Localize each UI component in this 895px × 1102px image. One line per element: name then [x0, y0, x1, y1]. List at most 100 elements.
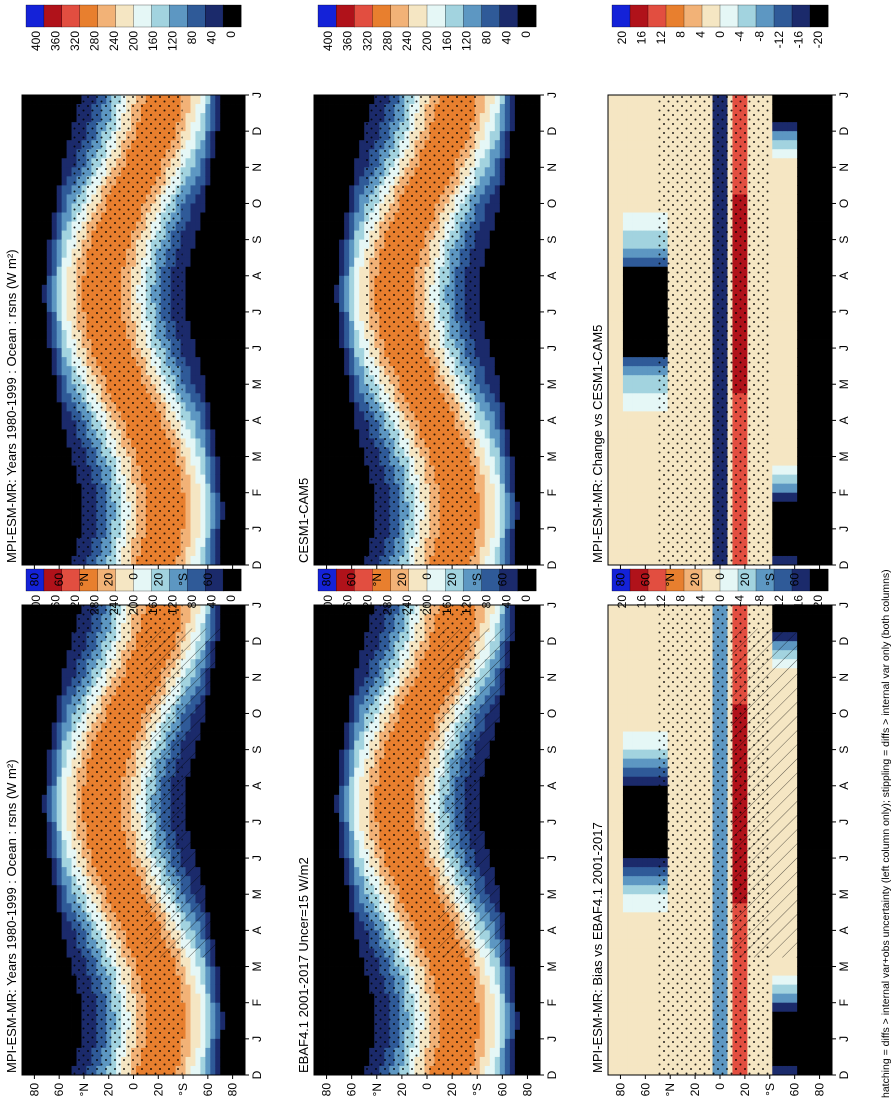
- heat-cell: [56, 867, 63, 877]
- heat-cell: [225, 420, 231, 430]
- heat-cell: [240, 659, 246, 669]
- heat-cell: [36, 812, 43, 823]
- heat-cell: [51, 221, 58, 231]
- heat-cell: [235, 275, 241, 286]
- heat-cell: [36, 546, 43, 557]
- heat-cell: [26, 248, 33, 259]
- heat-cell: [31, 176, 38, 186]
- heat-cell: [66, 749, 72, 760]
- lat-label: 60: [52, 1083, 66, 1097]
- heat-cell: [225, 357, 231, 367]
- heat-cell: [31, 767, 38, 778]
- heat-cell: [46, 966, 53, 976]
- heat-cell: [319, 984, 325, 995]
- heat-cell: [36, 803, 43, 814]
- month-label: S: [250, 236, 264, 244]
- heat-cell: [225, 167, 231, 177]
- heat-cell: [26, 275, 33, 286]
- heat-cell: [26, 257, 33, 268]
- heat-cell: [210, 393, 216, 403]
- heat-cell: [36, 948, 43, 958]
- heat-cell: [51, 420, 58, 430]
- heat-cell: [26, 948, 33, 958]
- heat-cell: [26, 510, 33, 521]
- heat-cell: [205, 420, 211, 430]
- heat-cell: [26, 320, 33, 331]
- heat-cell: [200, 131, 206, 141]
- heat-cell: [56, 975, 63, 986]
- heat-cell: [240, 375, 246, 385]
- heat-cell: [51, 1011, 58, 1022]
- heat-cell: [205, 483, 211, 494]
- heat-cell: [190, 348, 196, 358]
- heat-cell: [36, 776, 43, 787]
- colorbar-swatch: [61, 4, 81, 28]
- heat-cell: [51, 456, 58, 466]
- colorbar-label: 160: [146, 31, 160, 51]
- heat-cell: [31, 948, 38, 958]
- heat-cell: [220, 465, 226, 476]
- heat-cell: [210, 95, 216, 105]
- heat-cell: [41, 749, 48, 760]
- heat-cell: [36, 794, 43, 805]
- heat-cell: [41, 984, 48, 995]
- heat-cell: [329, 722, 335, 732]
- heat-cell: [190, 519, 196, 530]
- heat-cell: [185, 447, 191, 457]
- heat-cell: [41, 348, 48, 358]
- heat-cell: [210, 402, 216, 412]
- heat-cell: [215, 483, 221, 494]
- heat-cell: [215, 510, 221, 521]
- heat-cell: [319, 776, 325, 787]
- heat-cell: [56, 131, 63, 141]
- heat-cell: [22, 803, 28, 814]
- heat-cell: [205, 519, 211, 530]
- heat-cell: [230, 149, 236, 159]
- heat-cell: [235, 113, 241, 123]
- heat-cell: [200, 975, 206, 986]
- heat-cell: [185, 95, 191, 105]
- heat-cell: [26, 528, 33, 539]
- heat-cell: [46, 948, 53, 958]
- heat-cell: [200, 176, 206, 186]
- heat-cell: [180, 957, 186, 967]
- heat-cell: [225, 122, 231, 132]
- heat-cell: [56, 176, 63, 186]
- heat-cell: [66, 650, 72, 660]
- heat-cell: [195, 1029, 201, 1040]
- heat-cell: [46, 176, 53, 186]
- heat-cell: [240, 357, 246, 367]
- heat-cell: [220, 402, 226, 412]
- heat-cell: [230, 284, 236, 295]
- heat-cell: [190, 420, 196, 430]
- heat-cell: [66, 668, 72, 678]
- heat-cell: [230, 957, 236, 967]
- heat-cell: [31, 212, 38, 222]
- heat-cell: [180, 1065, 186, 1076]
- heat-cell: [190, 311, 196, 322]
- heat-cell: [190, 239, 196, 250]
- heat-cell: [314, 767, 320, 778]
- heat-cell: [26, 230, 33, 241]
- heat-cell: [66, 921, 72, 931]
- heat-cell: [31, 605, 38, 615]
- heat-cell: [56, 519, 63, 530]
- heat-cell: [26, 438, 33, 448]
- heat-cell: [190, 302, 196, 313]
- heat-cell: [31, 749, 38, 760]
- heat-cell: [230, 1056, 236, 1067]
- heat-cell: [205, 221, 211, 231]
- heat-cell: [180, 519, 186, 530]
- heat-cell: [195, 1038, 201, 1049]
- heat-cell: [31, 686, 38, 696]
- heat-cell: [324, 614, 330, 624]
- heat-cell: [41, 632, 48, 642]
- heat-cell: [240, 704, 246, 714]
- heat-cell: [319, 894, 325, 904]
- heat-cell: [235, 248, 241, 259]
- heat-cell: [31, 203, 38, 213]
- heat-cell: [220, 293, 226, 304]
- heat-cell: [41, 921, 48, 931]
- heat-cell: [31, 113, 38, 123]
- heat-cell: [41, 194, 48, 204]
